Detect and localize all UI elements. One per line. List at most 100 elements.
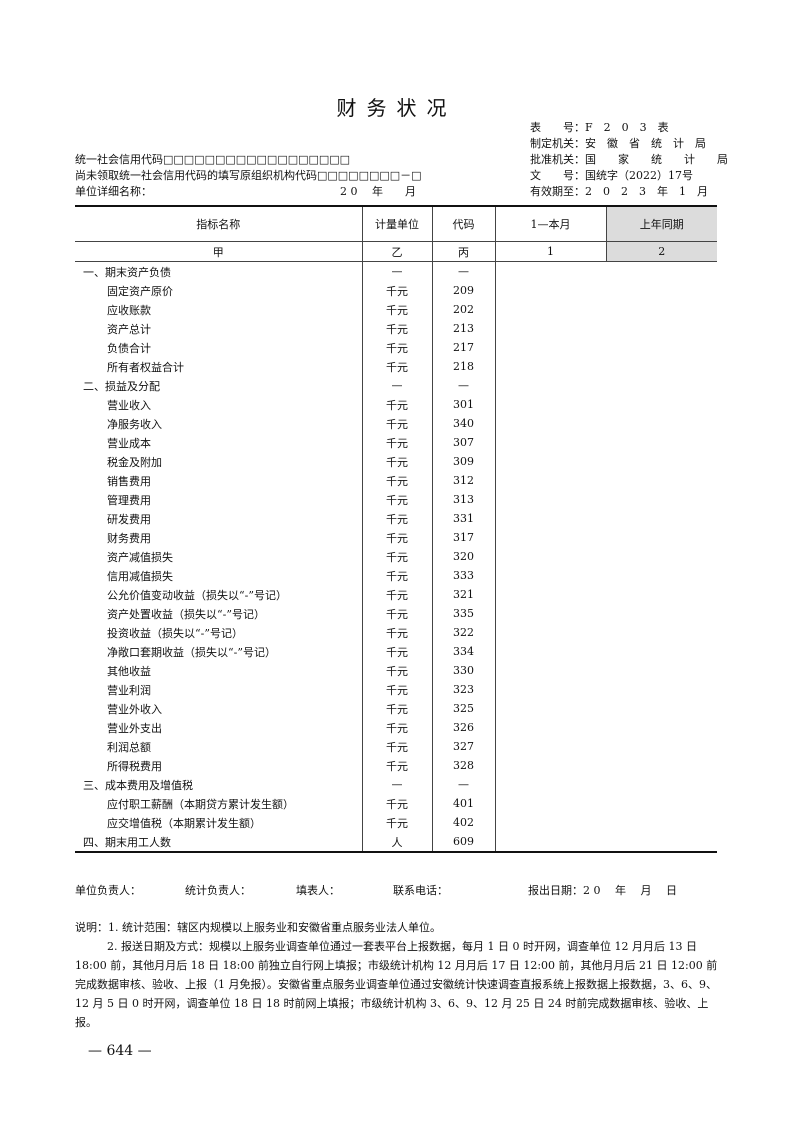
- row-last-year-value[interactable]: [606, 376, 717, 395]
- row-code: 213: [432, 319, 496, 338]
- row-last-year-value[interactable]: [606, 623, 717, 642]
- row-unit: —: [362, 376, 433, 395]
- stat-head-label: 统计负责人：: [185, 884, 251, 897]
- row-unit: 千元: [362, 623, 433, 642]
- row-current-value[interactable]: [495, 737, 606, 756]
- row-unit: 千元: [362, 794, 433, 813]
- table-row: 四、期末用工人数人 609: [75, 832, 717, 852]
- row-last-year-value[interactable]: [606, 566, 717, 585]
- row-last-year-value[interactable]: [606, 490, 717, 509]
- financial-status-table: 指标名称 计量单位 代码 1—本月 上年同期 甲 乙 丙 1 2 一、期末资产负…: [75, 205, 717, 853]
- row-current-value[interactable]: [495, 376, 606, 395]
- row-current-value[interactable]: [495, 813, 606, 832]
- row-current-value[interactable]: [495, 452, 606, 471]
- row-last-year-value[interactable]: [606, 338, 717, 357]
- table-row: 营业外收入 千元 325: [75, 699, 717, 718]
- row-last-year-value[interactable]: [606, 471, 717, 490]
- row-current-value[interactable]: [495, 547, 606, 566]
- row-code: —: [432, 376, 496, 395]
- row-current-value[interactable]: [495, 642, 606, 661]
- row-last-year-value[interactable]: [606, 262, 717, 282]
- row-current-value[interactable]: [495, 699, 606, 718]
- row-last-year-value[interactable]: [606, 718, 717, 737]
- table-row: 信用减值损失 千元 333: [75, 566, 717, 585]
- row-current-value[interactable]: [495, 718, 606, 737]
- row-current-value[interactable]: [495, 509, 606, 528]
- table-row: 净服务收入 千元 340: [75, 414, 717, 433]
- row-last-year-value[interactable]: [606, 300, 717, 319]
- row-last-year-value[interactable]: [606, 319, 717, 338]
- phone-label: 联系电话：: [393, 884, 448, 897]
- row-name: 营业收入: [75, 395, 363, 414]
- row-current-value[interactable]: [495, 338, 606, 357]
- row-code: 217: [432, 338, 496, 357]
- row-unit: 千元: [362, 680, 433, 699]
- row-last-year-value[interactable]: [606, 699, 717, 718]
- row-name: 公允价值变动收益（损失以“-”号记）: [75, 585, 363, 604]
- row-name: 应收账款: [75, 300, 363, 319]
- row-last-year-value[interactable]: [606, 547, 717, 566]
- row-current-value[interactable]: [495, 585, 606, 604]
- table-row: 固定资产原价 千元 209: [75, 281, 717, 300]
- table-row: 研发费用 千元 331: [75, 509, 717, 528]
- row-current-value[interactable]: [495, 623, 606, 642]
- row-current-value[interactable]: [495, 433, 606, 452]
- row-last-year-value[interactable]: [606, 414, 717, 433]
- row-unit: 千元: [362, 585, 433, 604]
- row-current-value[interactable]: [495, 490, 606, 509]
- row-current-value[interactable]: [495, 414, 606, 433]
- row-last-year-value[interactable]: [606, 794, 717, 813]
- row-current-value[interactable]: [495, 566, 606, 585]
- row-current-value[interactable]: [495, 680, 606, 699]
- row-current-value[interactable]: [495, 281, 606, 300]
- row-name: 一、期末资产负债: [75, 261, 363, 281]
- row-last-year-value[interactable]: [606, 433, 717, 452]
- row-code: 309: [432, 452, 496, 471]
- row-current-value[interactable]: [495, 395, 606, 414]
- row-last-year-value[interactable]: [606, 528, 717, 547]
- row-unit: 千元: [362, 737, 433, 756]
- table-row: 税金及附加 千元 309: [75, 452, 717, 471]
- row-name: 负债合计: [75, 338, 363, 357]
- row-unit: 千元: [362, 509, 433, 528]
- row-last-year-value[interactable]: [606, 813, 717, 832]
- row-current-value[interactable]: [495, 832, 606, 852]
- row-current-value[interactable]: [495, 661, 606, 680]
- row-last-year-value[interactable]: [606, 452, 717, 471]
- index-cell: 甲: [75, 241, 363, 262]
- row-name: 所得税费用: [75, 756, 363, 775]
- row-last-year-value[interactable]: [606, 357, 717, 376]
- row-current-value[interactable]: [495, 262, 606, 282]
- row-unit: 千元: [362, 452, 433, 471]
- row-current-value[interactable]: [495, 528, 606, 547]
- row-code: 340: [432, 414, 496, 433]
- row-unit: 千元: [362, 281, 433, 300]
- row-last-year-value[interactable]: [606, 832, 717, 852]
- row-current-value[interactable]: [495, 471, 606, 490]
- row-last-year-value[interactable]: [606, 509, 717, 528]
- table-row: 所有者权益合计 千元 218: [75, 357, 717, 376]
- row-name: 三、成本费用及增值税: [75, 775, 363, 794]
- row-last-year-value[interactable]: [606, 585, 717, 604]
- row-name: 所有者权益合计: [75, 357, 363, 376]
- row-current-value[interactable]: [495, 300, 606, 319]
- row-last-year-value[interactable]: [606, 395, 717, 414]
- row-last-year-value[interactable]: [606, 737, 717, 756]
- report-date-label: 报出日期：2 0 年 月 日: [528, 884, 677, 897]
- row-last-year-value[interactable]: [606, 661, 717, 680]
- row-last-year-value[interactable]: [606, 756, 717, 775]
- row-unit: 人: [362, 832, 433, 852]
- row-current-value[interactable]: [495, 775, 606, 794]
- row-last-year-value[interactable]: [606, 680, 717, 699]
- row-last-year-value[interactable]: [606, 281, 717, 300]
- row-current-value[interactable]: [495, 756, 606, 775]
- row-last-year-value[interactable]: [606, 604, 717, 623]
- row-last-year-value[interactable]: [606, 642, 717, 661]
- row-current-value[interactable]: [495, 319, 606, 338]
- row-current-value[interactable]: [495, 604, 606, 623]
- row-current-value[interactable]: [495, 794, 606, 813]
- row-unit: 千元: [362, 490, 433, 509]
- row-current-value[interactable]: [495, 357, 606, 376]
- row-last-year-value[interactable]: [606, 775, 717, 794]
- row-unit: 千元: [362, 661, 433, 680]
